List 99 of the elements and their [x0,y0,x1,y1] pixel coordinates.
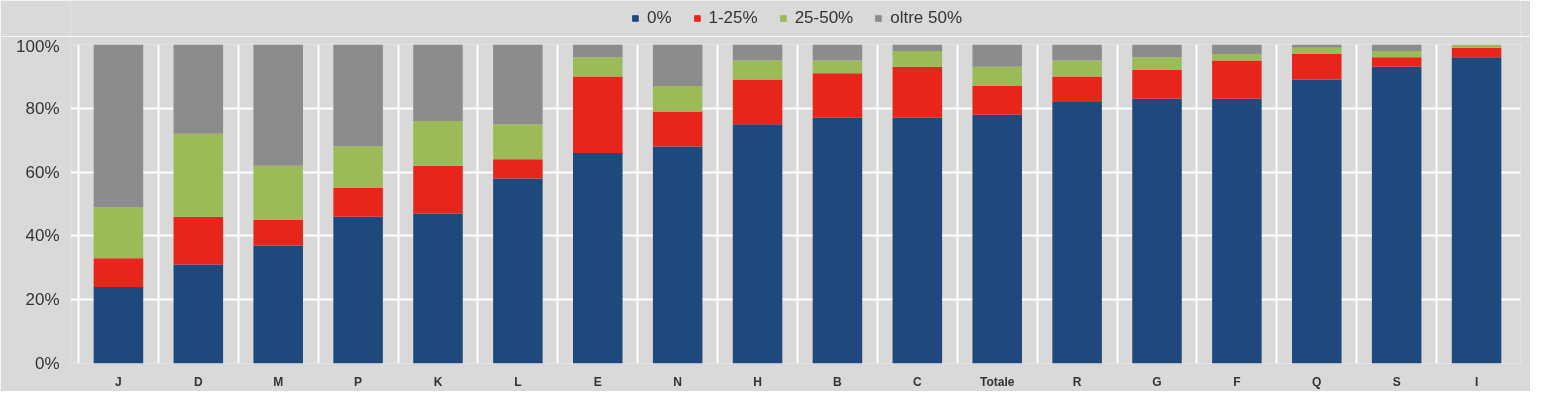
y-tick-label: 80% [25,98,60,118]
bar [1212,60,1262,99]
bar [253,219,303,246]
x-tick-label: P [354,374,363,389]
legend-label: 25-50% [794,8,854,28]
bar [652,111,703,147]
bar [892,44,943,51]
bar [493,44,543,125]
bar [573,44,623,58]
bar [93,44,144,208]
bar [812,60,863,74]
bar [413,213,463,364]
bar [652,85,703,112]
bar [493,178,543,364]
x-tick-label: D [193,374,203,389]
bar [333,216,383,364]
x-tick-label: L [514,374,522,389]
legend-label: 0% [646,8,672,28]
bar [1451,47,1502,58]
bar [1132,57,1182,71]
bar [1132,98,1182,364]
x-tick-label: K [433,374,443,389]
bar [1052,76,1102,102]
x-tick-label: G [1152,374,1162,389]
bar [1052,101,1102,364]
y-tick-label: 0% [34,354,60,373]
bar [972,114,1022,364]
bar [173,133,224,217]
bar [333,44,383,147]
bar [493,159,543,179]
y-tick-label: 100% [16,36,60,56]
bar [573,152,623,364]
bar [1052,44,1102,61]
bar [972,44,1022,67]
bar [1451,44,1502,48]
bar [652,146,703,364]
bar [333,146,383,189]
bar [173,44,224,134]
bar [1371,66,1422,364]
bar [253,165,303,220]
legend-label: oltre 50% [890,8,963,28]
bar [493,124,543,160]
y-tick-label: 60% [25,162,60,182]
bar [892,117,943,364]
bar [413,121,463,166]
y-tick-label: 40% [25,226,60,246]
bar [173,264,224,364]
x-tick-label: I [1474,374,1479,389]
bar [1292,47,1342,55]
bar [732,79,783,125]
x-tick-label: B [833,374,843,389]
bar [972,85,1022,115]
bar [573,57,623,77]
legend-label: 1-25% [708,8,758,28]
x-tick-label: J [115,374,122,389]
bar [253,44,303,166]
bar [173,216,224,265]
bar [1292,44,1342,48]
x-tick-label: E [593,374,602,389]
x-tick-label: R [1072,374,1082,389]
bar [1292,79,1342,364]
bar [732,124,783,364]
bar [1371,57,1422,67]
bar [1371,50,1422,58]
bar [93,207,144,259]
bar [573,76,623,153]
bar [1212,54,1262,61]
bar [652,44,703,86]
bar [1212,98,1262,364]
y-tick-label: 20% [25,290,60,310]
x-tick-label: Totale [980,374,1015,389]
bar [1371,44,1422,51]
bar [93,258,144,287]
bar [93,286,144,364]
bar [253,245,303,364]
bar [812,73,863,118]
x-tick-label: S [1392,374,1401,389]
bar [972,66,1022,86]
bar [1212,44,1262,55]
x-tick-label: N [673,374,682,389]
x-tick-label: M [273,374,284,389]
bar [732,44,783,61]
bar [892,50,943,67]
bar [413,165,463,214]
x-tick-label: C [913,374,922,389]
bar [812,44,863,61]
x-tick-label: F [1233,374,1241,389]
x-tick-label: H [753,374,762,389]
bar [333,188,383,217]
bar [1451,57,1502,364]
bar [1132,70,1182,99]
bar [1132,44,1182,58]
x-tick-label: Q [1312,374,1322,389]
bar [1292,54,1342,80]
bar [812,117,863,364]
bar [1052,60,1102,77]
bar [413,44,463,122]
bar [892,66,943,118]
bar [732,60,783,80]
